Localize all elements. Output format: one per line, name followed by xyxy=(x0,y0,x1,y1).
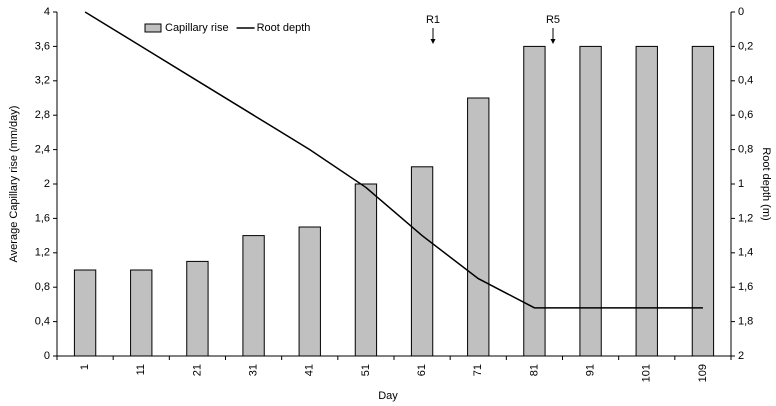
x-tick-label: 81 xyxy=(528,364,540,376)
bar xyxy=(523,45,546,357)
y-tick-label: 0,8 xyxy=(35,281,50,293)
bar xyxy=(242,235,265,357)
x-tick-label: 21 xyxy=(191,364,203,376)
x-tick-label: 101 xyxy=(641,364,653,382)
bar xyxy=(298,226,321,357)
y-axis-label: Average Capillary rise (mm/day) xyxy=(8,106,20,263)
y2-tick-label: 1,8 xyxy=(738,316,753,328)
x-tick-label: 61 xyxy=(416,364,428,376)
bar xyxy=(354,183,378,357)
x-tick-label: 109 xyxy=(697,364,709,382)
y2-tick-label: 0,8 xyxy=(738,144,753,156)
y2-tick-label: 1,6 xyxy=(738,281,753,293)
x-tick-label: 71 xyxy=(472,364,484,376)
legend-label: Capillary rise xyxy=(165,22,229,34)
y-tick-label: 2,8 xyxy=(35,109,50,121)
y2-tick-label: 0,4 xyxy=(738,75,753,87)
bar xyxy=(73,269,97,357)
y-tick-label: 2,4 xyxy=(35,144,50,156)
bar xyxy=(186,260,209,357)
bar xyxy=(410,166,434,357)
bar xyxy=(579,45,602,357)
x-tick-label: 31 xyxy=(247,364,259,376)
y-tick-label: 4 xyxy=(44,6,50,18)
y-tick-label: 0 xyxy=(44,350,50,362)
bar xyxy=(635,45,658,357)
bar xyxy=(691,45,715,357)
y-tick-label: 3,6 xyxy=(35,40,50,52)
y-tick-label: 1,6 xyxy=(35,212,50,224)
y2-tick-label: 1,4 xyxy=(738,247,753,259)
y-tick-label: 1,2 xyxy=(35,247,50,259)
y-tick-label: 2 xyxy=(44,178,50,190)
x-tick-label: 41 xyxy=(304,364,316,376)
bar xyxy=(467,97,490,357)
x-tick-label: 1 xyxy=(79,364,91,370)
legend-swatch xyxy=(144,23,162,33)
x-axis-label: Day xyxy=(378,390,398,402)
bar xyxy=(130,269,153,357)
y-tick-label: 0,4 xyxy=(35,316,50,328)
y2-tick-label: 1 xyxy=(738,178,744,190)
annotation-arrowhead xyxy=(550,39,556,44)
legend-label: Root depth xyxy=(257,22,311,34)
y2-tick-label: 1,2 xyxy=(738,212,753,224)
annotation-arrowhead xyxy=(430,39,436,44)
line xyxy=(84,11,703,309)
y2-tick-label: 0,6 xyxy=(738,109,753,121)
annotation: R1 xyxy=(426,14,440,26)
y2-tick-label: 0 xyxy=(738,6,744,18)
y2-tick-label: 0,2 xyxy=(738,40,753,52)
x-tick-label: 11 xyxy=(135,364,147,375)
y2-tick-label: 2 xyxy=(738,350,744,362)
x-tick-label: 51 xyxy=(360,364,372,376)
x-tick-label: 91 xyxy=(584,364,596,376)
y-tick-label: 3,2 xyxy=(35,75,50,87)
annotation: R5 xyxy=(546,14,560,26)
y2-axis-label: Root depth (m) xyxy=(760,147,772,220)
